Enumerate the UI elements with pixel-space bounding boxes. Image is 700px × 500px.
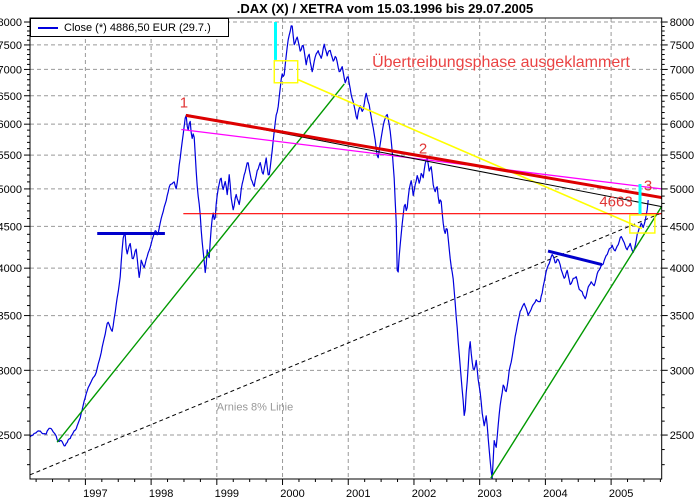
y-axis-label-left: 5000	[0, 184, 22, 196]
y-axis-label-left: 6000	[0, 119, 22, 131]
x-axis-label: 2003	[477, 488, 501, 500]
y-axis-label-right: 6000	[670, 119, 694, 131]
annotation-3: 3	[643, 177, 653, 195]
x-axis-label: 2005	[609, 488, 633, 500]
annotation-1: 1	[179, 94, 189, 112]
y-axis-label-right: 4000	[670, 263, 694, 275]
y-axis-label-left: 3000	[0, 365, 22, 377]
downtrend-red-main	[185, 113, 662, 200]
y-axis-label-right: 3000	[670, 365, 694, 377]
annotation-text-4: Übertreibungsphase ausgeklammert	[372, 54, 630, 72]
support-2003-2005-green	[490, 206, 663, 479]
y-axis-label-right: 3500	[670, 311, 694, 323]
y-axis-label-left: 4500	[0, 221, 22, 233]
legend-series-line-icon	[38, 26, 58, 29]
y-axis-label-left: 3500	[0, 311, 22, 323]
x-axis-label: 2002	[412, 488, 436, 500]
yellow-box-2000-top	[273, 60, 299, 84]
y-axis-label-left: 7500	[0, 40, 22, 52]
chart-title: .DAX (X) / XETRA vom 15.03.1996 bis 29.0…	[236, 1, 534, 16]
annotation-2: 2	[418, 140, 428, 158]
y-axis-label-right: 5500	[670, 150, 694, 162]
annotation-4663: 4663	[599, 193, 633, 211]
y-axis-label-right: 4500	[670, 221, 694, 233]
resistance-2004	[547, 249, 603, 266]
arnies-8-percent-line	[29, 212, 662, 476]
y-axis-label-left: 5500	[0, 150, 22, 162]
plot-border	[29, 17, 663, 480]
y-axis-label-left: 7000	[0, 64, 22, 76]
yellow-box-2005	[629, 214, 656, 234]
y-axis-label-right: 6500	[670, 91, 694, 103]
x-axis-label: 1997	[83, 488, 107, 500]
legend: Close (*) 4886,50 EUR (29.7.)	[30, 18, 229, 37]
downtrend-yellow	[297, 78, 643, 230]
y-axis-label-right: 7000	[670, 64, 694, 76]
annotation-text-5: Arnies 8% Linie	[216, 401, 294, 414]
y-axis-label-right: 2500	[670, 430, 694, 442]
y-axis-label-right: 7500	[670, 40, 694, 52]
y-axis-label-left: 6500	[0, 91, 22, 103]
y-axis-label-left: 8000	[0, 17, 22, 29]
x-axis-label: 2004	[543, 488, 567, 500]
x-axis-label: 1998	[149, 488, 173, 500]
y-axis-label-right: 5000	[670, 184, 694, 196]
y-axis-label-right: 8000	[670, 17, 694, 29]
price-line-close	[29, 25, 649, 479]
support-1996-2000-green	[56, 83, 345, 443]
x-axis-label: 1999	[215, 488, 239, 500]
y-axis-label-left: 4000	[0, 263, 22, 275]
x-axis-label: 2001	[346, 488, 370, 500]
legend-series-label: Close (*) 4886,50 EUR (29.7.)	[64, 21, 211, 34]
y-axis-label-left: 2500	[0, 430, 22, 442]
x-axis-label: 2000	[280, 488, 304, 500]
downtrend-magenta	[181, 128, 662, 190]
